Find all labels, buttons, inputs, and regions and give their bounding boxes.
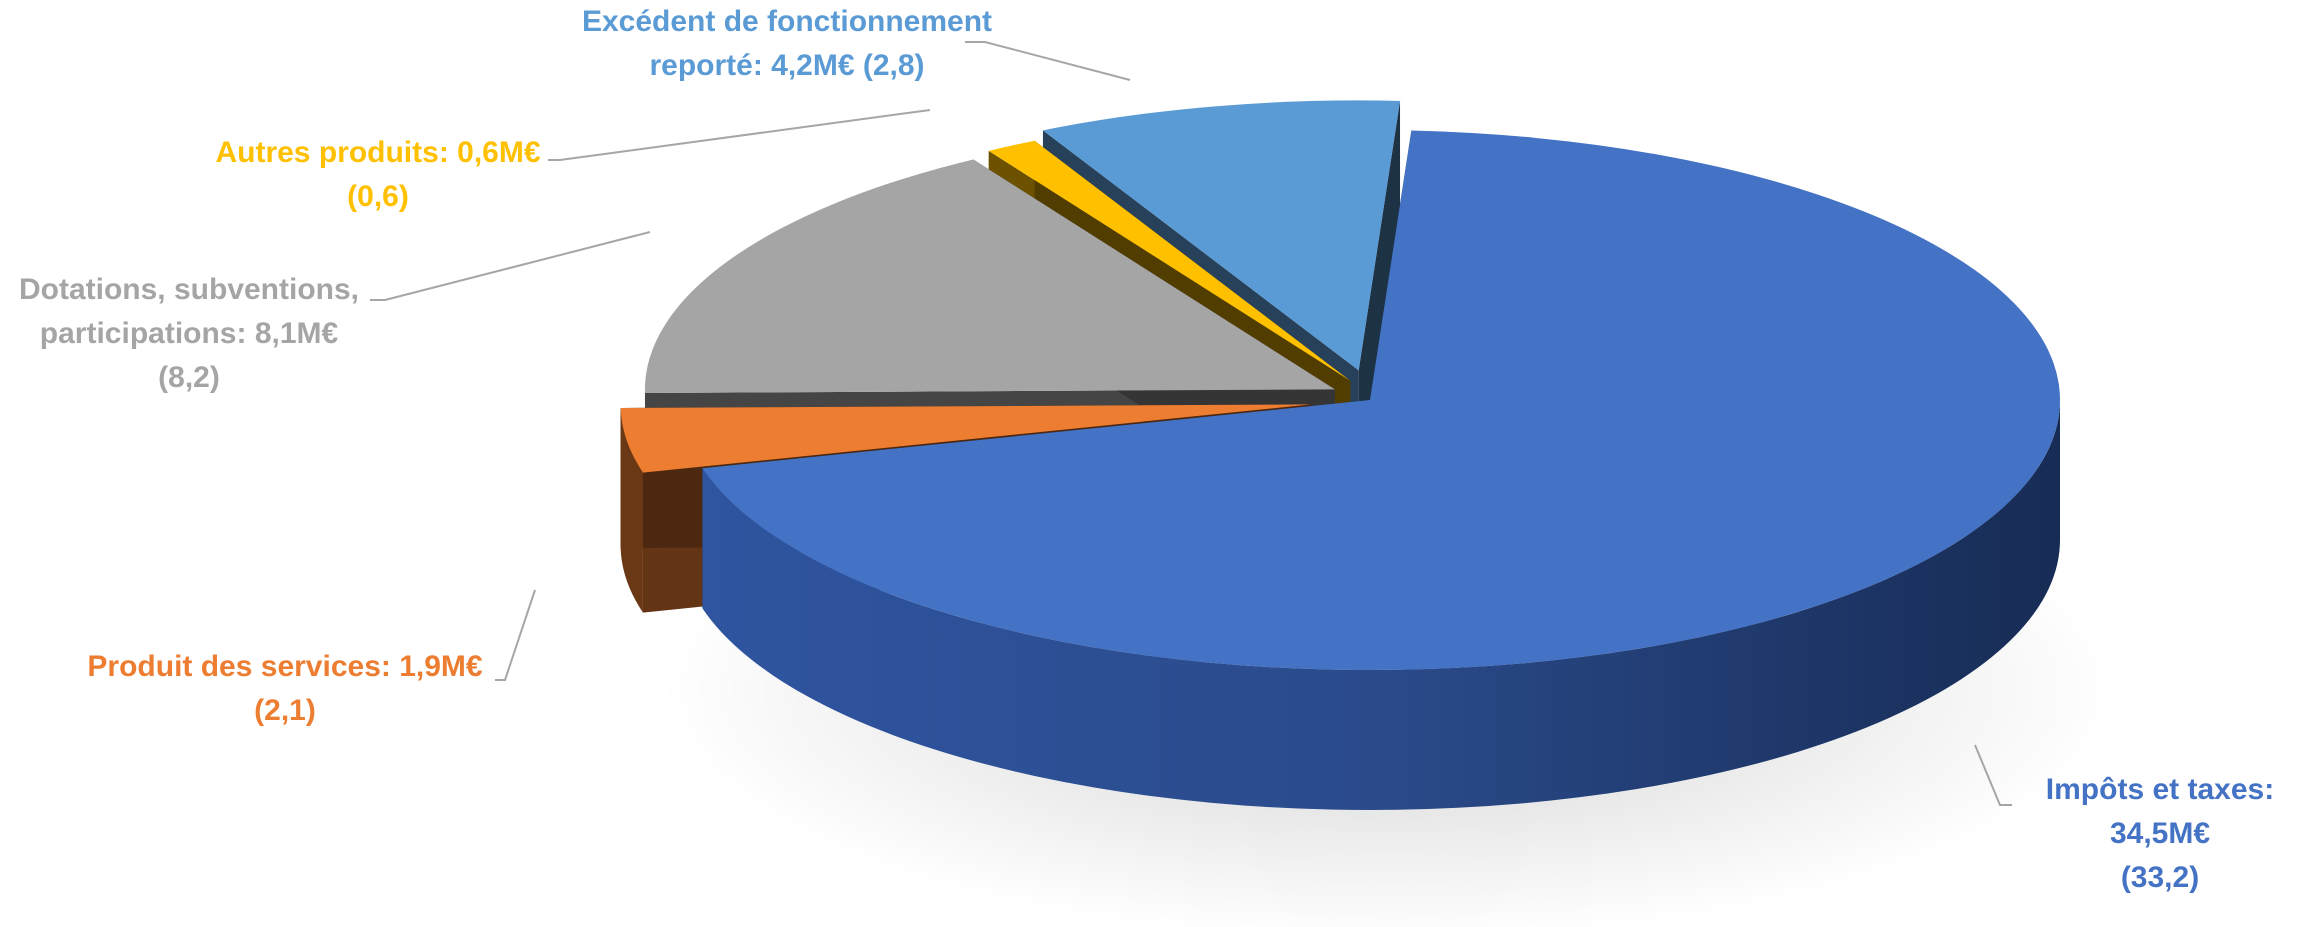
label-impots: Impôts et taxes: 34,5M€ (33,2) bbox=[2020, 768, 2300, 900]
label-dotations-line-3: (8,2) bbox=[158, 361, 220, 394]
label-dotations: Dotations, subventions, participations: … bbox=[0, 268, 378, 400]
pie-slice-top-impots bbox=[702, 130, 2061, 671]
pie-slice-top-dotations bbox=[644, 159, 1335, 393]
label-dotations-line-2: participations: 8,1M€ bbox=[39, 317, 339, 350]
label-dotations-line-1: Dotations, subventions, bbox=[18, 273, 360, 306]
pie-slice-impots bbox=[702, 130, 2061, 810]
label-impots-line-2: 34,5M€ bbox=[2109, 817, 2211, 850]
label-autres-produits-line-2: (0,6) bbox=[347, 180, 409, 213]
label-produit-services-line-1: Produit des services: 1,9M€ bbox=[87, 650, 483, 683]
label-impots-line-1: Impôts et taxes: bbox=[2045, 773, 2275, 806]
leader-line-impots bbox=[1974, 744, 2012, 806]
leader-line-dotations bbox=[370, 231, 651, 301]
label-autres-produits-line-1: Autres produits: 0,6M€ bbox=[215, 136, 541, 169]
pie-slice-top-autres-produits bbox=[988, 140, 1351, 381]
leader-line-produit-services bbox=[495, 589, 536, 681]
label-excedent-line-2: reporté: 4,2M€ (2,8) bbox=[649, 49, 925, 82]
label-produit-services: Produit des services: 1,9M€ (2,1) bbox=[70, 645, 500, 733]
label-excedent: Excédent de fonctionnement reporté: 4,2M… bbox=[537, 0, 1037, 88]
label-excedent-line-1: Excédent de fonctionnement bbox=[581, 5, 993, 38]
pie-slice-top-excedent bbox=[1042, 100, 1401, 371]
label-produit-services-line-2: (2,1) bbox=[254, 694, 316, 727]
pie-slice-top-produit-services bbox=[620, 404, 1311, 473]
leader-line-autres-produits bbox=[548, 109, 931, 161]
pie-slice-side-produit-services bbox=[620, 408, 643, 613]
pie-slice-side-impots bbox=[702, 400, 2060, 810]
label-impots-line-3: (33,2) bbox=[2120, 861, 2200, 894]
label-autres-produits: Autres produits: 0,6M€ (0,6) bbox=[188, 131, 568, 219]
leader-line-excedent bbox=[965, 41, 1131, 81]
